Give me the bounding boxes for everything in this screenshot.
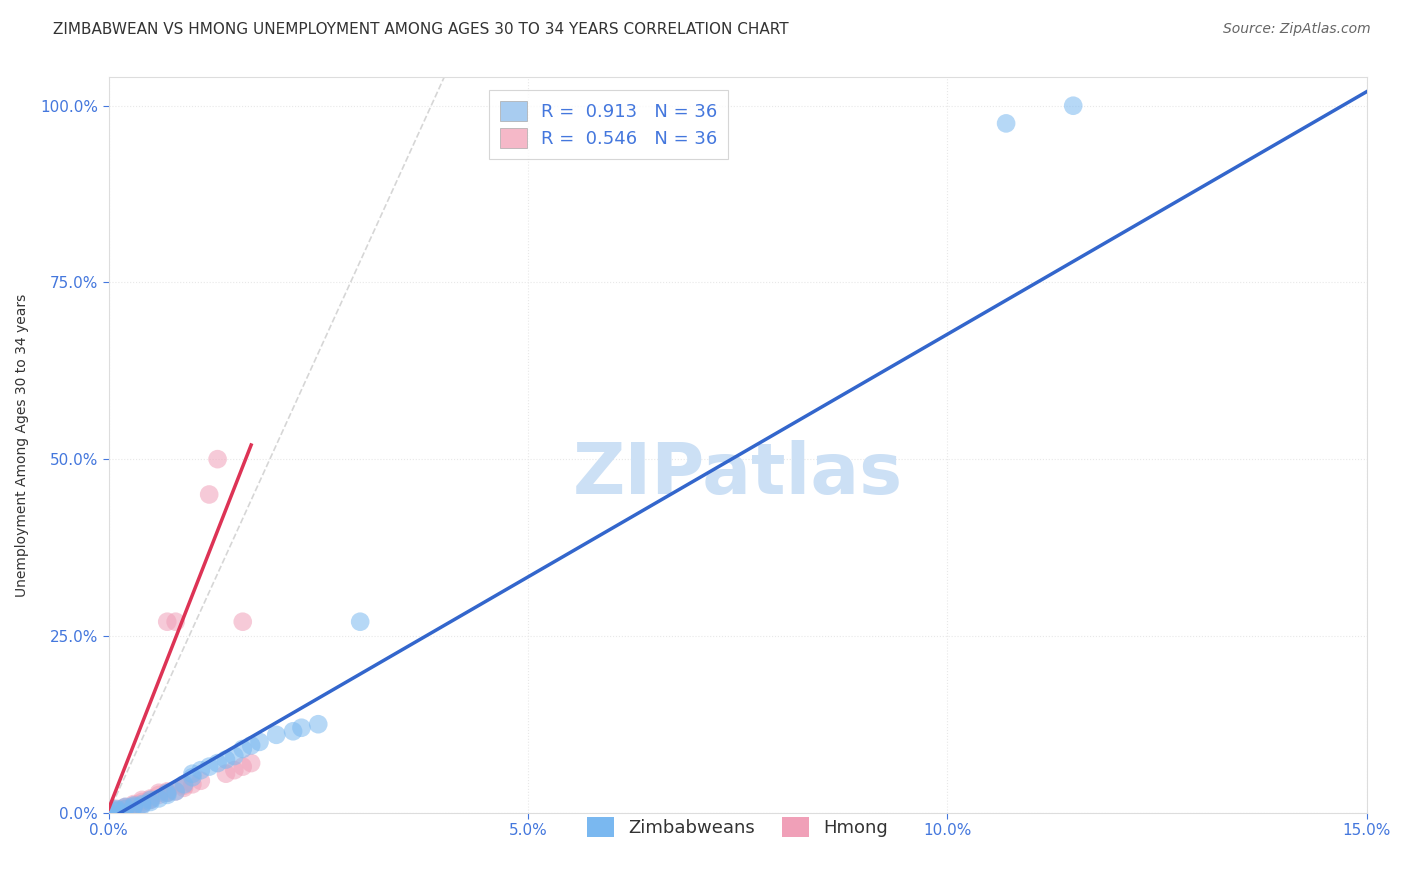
Point	[349, 615, 371, 629]
Point	[156, 786, 179, 800]
Point	[240, 756, 263, 770]
Point	[173, 777, 195, 791]
Point	[97, 805, 120, 820]
Point	[122, 800, 145, 814]
Point	[131, 797, 153, 811]
Point	[131, 798, 153, 813]
Point	[131, 795, 153, 809]
Point	[122, 798, 145, 813]
Point	[190, 763, 212, 777]
Point	[114, 800, 136, 814]
Point	[139, 793, 162, 807]
Point	[232, 759, 254, 773]
Point	[97, 805, 120, 820]
Point	[105, 804, 128, 818]
Point	[173, 779, 195, 793]
Point	[281, 724, 304, 739]
Point	[181, 777, 204, 791]
Point	[307, 717, 329, 731]
Point	[173, 780, 195, 795]
Point	[105, 804, 128, 818]
Point	[114, 800, 136, 814]
Point	[114, 802, 136, 816]
Point	[1062, 99, 1084, 113]
Point	[114, 802, 136, 816]
Point	[181, 770, 204, 784]
Point	[207, 452, 229, 467]
Point	[224, 749, 246, 764]
Point	[266, 728, 288, 742]
Text: ZIMBABWEAN VS HMONG UNEMPLOYMENT AMONG AGES 30 TO 34 YEARS CORRELATION CHART: ZIMBABWEAN VS HMONG UNEMPLOYMENT AMONG A…	[53, 22, 789, 37]
Point	[156, 788, 179, 802]
Point	[105, 802, 128, 816]
Point	[156, 786, 179, 800]
Point	[122, 797, 145, 811]
Point	[97, 805, 120, 820]
Point	[165, 784, 187, 798]
Point	[148, 791, 170, 805]
Point	[105, 802, 128, 816]
Point	[97, 805, 120, 820]
Point	[165, 615, 187, 629]
Point	[131, 797, 153, 811]
Text: Source: ZipAtlas.com: Source: ZipAtlas.com	[1223, 22, 1371, 37]
Point	[131, 793, 153, 807]
Point	[156, 615, 179, 629]
Point	[148, 788, 170, 802]
Point	[139, 791, 162, 805]
Point	[290, 721, 312, 735]
Point	[198, 759, 221, 773]
Point	[148, 786, 170, 800]
Point	[97, 805, 120, 820]
Y-axis label: Unemployment Among Ages 30 to 34 years: Unemployment Among Ages 30 to 34 years	[15, 293, 30, 597]
Point	[97, 805, 120, 820]
Point	[139, 793, 162, 807]
Text: ZIPatlas: ZIPatlas	[572, 440, 903, 509]
Point	[105, 804, 128, 818]
Point	[224, 763, 246, 777]
Point	[215, 753, 238, 767]
Point	[97, 805, 120, 820]
Point	[232, 742, 254, 756]
Point	[240, 739, 263, 753]
Point	[139, 795, 162, 809]
Point	[190, 773, 212, 788]
Legend: Zimbabweans, Hmong: Zimbabweans, Hmong	[579, 810, 896, 844]
Point	[249, 735, 271, 749]
Point	[207, 756, 229, 770]
Point	[181, 766, 204, 780]
Point	[114, 800, 136, 814]
Point	[122, 798, 145, 813]
Point	[156, 784, 179, 798]
Point	[995, 116, 1018, 130]
Point	[232, 615, 254, 629]
Point	[198, 487, 221, 501]
Point	[215, 766, 238, 780]
Point	[165, 784, 187, 798]
Point	[122, 800, 145, 814]
Point	[105, 804, 128, 818]
